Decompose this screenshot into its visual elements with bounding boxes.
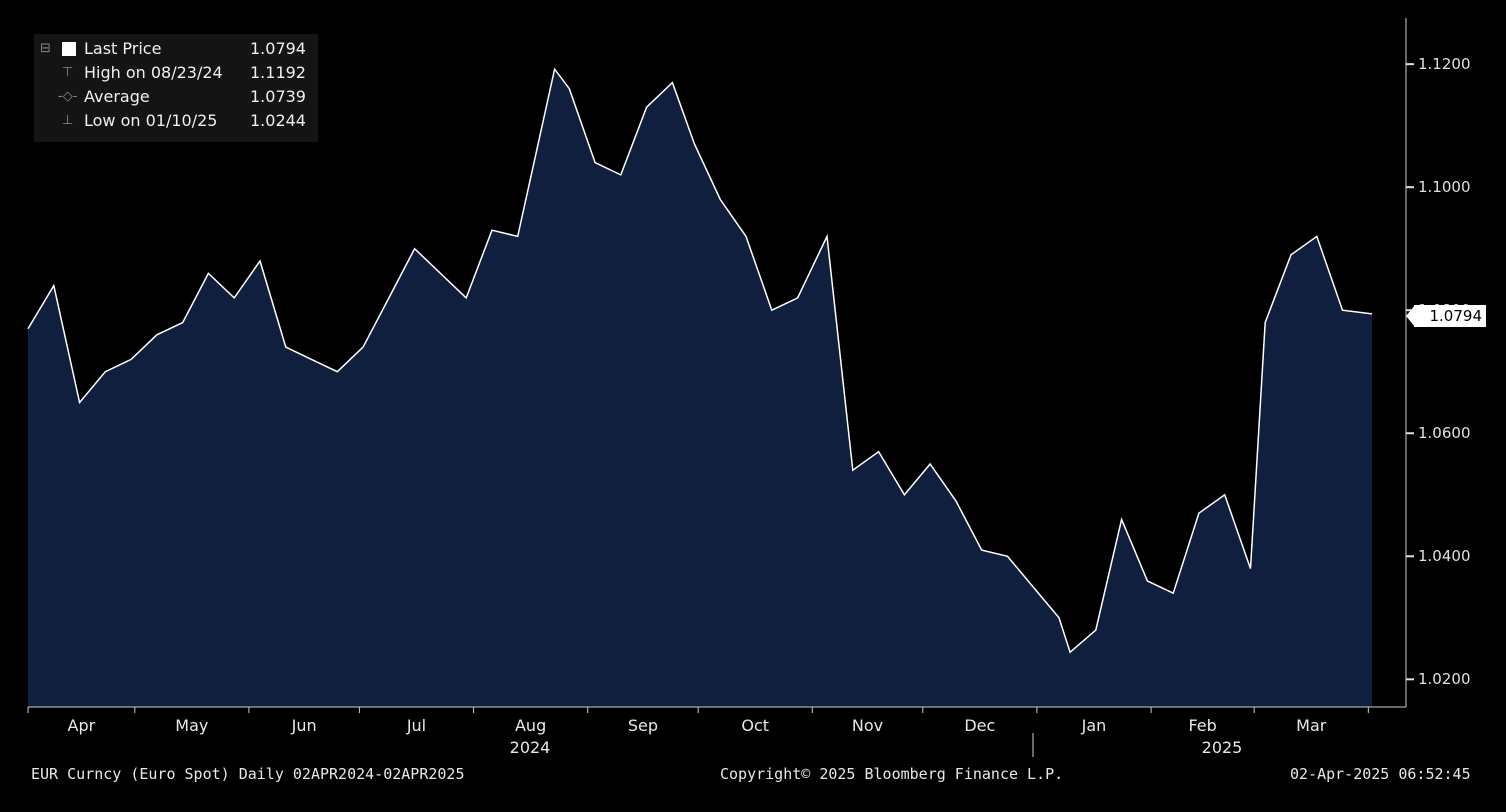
y-tick-label: 1.1000 <box>1418 178 1471 197</box>
high-marker-icon: ⊤ <box>62 65 74 80</box>
legend-value: 1.1192 <box>250 63 306 82</box>
x-tick-label: Mar <box>1296 716 1327 735</box>
x-tick-label: Jun <box>291 716 317 735</box>
legend-label: Low on 01/10/25 <box>84 111 218 130</box>
x-tick-label: Feb <box>1188 716 1217 735</box>
collapse-box-icon[interactable]: ⊟ <box>40 41 51 56</box>
legend-value: 1.0794 <box>250 39 306 58</box>
average-marker-icon: -◇- <box>58 89 78 104</box>
x-ticks <box>27 707 1369 713</box>
y-ticks <box>1406 63 1414 681</box>
footer-timestamp: 02-Apr-2025 06:52:45 <box>1290 765 1471 783</box>
legend-value: 1.0244 <box>250 111 306 130</box>
chart-legend: ⊟ Last Price 1.0794 ⊤ High on 08/23/24 1… <box>34 34 318 142</box>
last-price-tag-pointer <box>1406 305 1415 327</box>
year-label-2025: 2025 <box>1201 738 1243 757</box>
price-area-fill <box>28 69 1372 708</box>
legend-value: 1.0739 <box>250 87 306 106</box>
y-tick-label: 1.0400 <box>1418 547 1471 566</box>
year-label-2024: 2024 <box>509 738 551 757</box>
x-tick-label: Jan <box>1081 716 1107 735</box>
x-tick-label: Aug <box>514 716 547 735</box>
x-tick-label: Sep <box>627 716 658 735</box>
legend-label: High on 08/23/24 <box>84 63 223 82</box>
x-tick-label: May <box>175 716 209 735</box>
plot-area <box>27 67 1373 708</box>
x-tick-label: Apr <box>67 716 96 735</box>
footer-security-info: EUR Curncy (Euro Spot) Daily 02APR2024-0… <box>31 765 465 783</box>
last-price-tag: 1.0794 <box>1414 305 1486 327</box>
price-line <box>27 67 1373 654</box>
legend-label: Average <box>84 87 150 106</box>
x-tick-label: Dec <box>964 716 996 735</box>
x-tick-label: Oct <box>741 716 770 735</box>
legend-swatch <box>62 42 76 56</box>
x-tick-label: Nov <box>851 716 884 735</box>
low-marker-icon: ⊥ <box>62 113 74 128</box>
legend-label: Last Price <box>84 39 162 58</box>
footer-copyright: Copyright© 2025 Bloomberg Finance L.P. <box>720 765 1064 783</box>
x-tick-label: Jul <box>406 716 427 735</box>
y-tick-label: 1.0200 <box>1418 670 1471 689</box>
y-tick-label: 1.0600 <box>1418 424 1471 443</box>
y-tick-label: 1.1200 <box>1418 55 1471 74</box>
